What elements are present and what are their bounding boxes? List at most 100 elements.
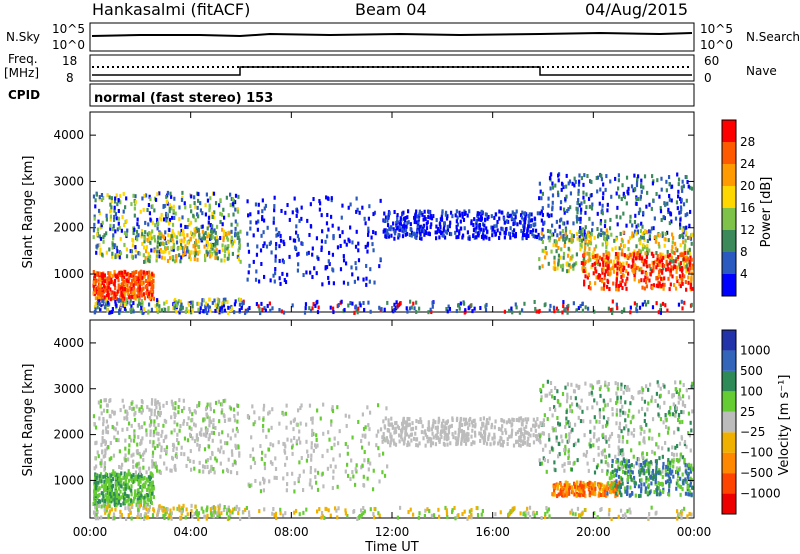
echo-cell <box>386 438 389 443</box>
echo-cell <box>462 433 465 438</box>
echo-cell <box>491 227 495 232</box>
echo-cell <box>95 475 98 480</box>
echo-cell <box>406 416 409 421</box>
echo-cell <box>602 256 605 261</box>
echo-cell <box>221 402 224 407</box>
echo-cell <box>274 267 277 272</box>
echo-cell <box>104 398 107 403</box>
echo-cell <box>584 234 588 239</box>
echo-cell <box>530 230 533 235</box>
echo-cell <box>633 173 636 178</box>
echo-cell <box>249 212 252 217</box>
echo-cell <box>102 196 105 201</box>
echo-cell <box>674 286 678 291</box>
echo-cell <box>564 307 567 312</box>
echo-cell <box>512 217 516 222</box>
freq-line <box>92 66 692 76</box>
echo-cell <box>390 422 393 427</box>
power-echoes <box>92 172 694 316</box>
echo-cell <box>139 484 142 489</box>
echo-cell <box>536 211 539 216</box>
echo-cell <box>199 430 202 435</box>
echo-cell <box>260 233 263 238</box>
echo-cell <box>131 307 134 312</box>
echo-cell <box>277 230 281 235</box>
echo-cell <box>136 303 139 308</box>
echo-cell <box>595 465 599 470</box>
echo-cell <box>567 460 570 465</box>
echo-cell <box>183 247 186 252</box>
echo-cell <box>537 424 540 429</box>
echo-cell <box>192 422 196 427</box>
echo-cell <box>430 222 433 227</box>
echo-cell <box>667 447 670 452</box>
echo-cell <box>630 431 633 436</box>
echo-cell <box>256 244 259 249</box>
echo-cell <box>605 228 609 233</box>
echo-cell <box>117 472 120 477</box>
echo-cell <box>568 179 572 184</box>
echo-cell <box>194 227 197 232</box>
echo-cell <box>130 492 133 497</box>
echo-cell <box>121 289 125 294</box>
echo-cell <box>101 430 104 435</box>
echo-cell <box>484 425 487 430</box>
echo-cell <box>95 192 99 197</box>
echo-cell <box>162 423 165 428</box>
echo-cell <box>458 229 461 234</box>
echo-cell <box>664 412 667 417</box>
echo-cell <box>150 401 154 406</box>
echo-cell <box>105 231 108 236</box>
echo-cell <box>111 309 114 314</box>
echo-cell <box>511 417 514 422</box>
echo-cell <box>125 232 129 237</box>
echo-cell <box>183 436 187 441</box>
echo-cell <box>567 207 570 212</box>
echo-cell <box>120 512 123 517</box>
echo-cell <box>292 427 295 432</box>
echo-cell <box>321 471 324 476</box>
echo-cell <box>136 222 139 227</box>
echo-cell <box>166 213 169 218</box>
echo-cell <box>484 212 487 217</box>
echo-cell <box>139 513 142 518</box>
echo-cell <box>644 302 648 307</box>
echo-cell <box>114 212 118 217</box>
echo-cell <box>408 417 411 422</box>
echo-cell <box>414 212 417 217</box>
echo-cell <box>147 293 151 298</box>
echo-cell <box>170 430 173 435</box>
echo-cell <box>204 304 207 309</box>
echo-cell <box>216 256 219 261</box>
echo-cell <box>668 197 671 202</box>
echo-cell <box>667 209 670 214</box>
echo-cell <box>118 225 121 230</box>
echo-cell <box>213 508 216 513</box>
echo-cell <box>142 253 145 258</box>
echo-cell <box>464 417 468 422</box>
echo-cell <box>117 493 121 498</box>
echo-cell <box>137 488 140 493</box>
echo-cell <box>170 468 173 473</box>
echo-cell <box>311 275 314 280</box>
echo-cell <box>368 204 371 209</box>
echo-cell <box>310 485 314 490</box>
echo-cell <box>216 241 219 246</box>
echo-cell <box>368 410 372 415</box>
echo-cell <box>164 419 168 424</box>
echo-cell <box>132 231 135 236</box>
echo-cell <box>609 217 612 222</box>
echo-cell <box>367 300 370 305</box>
echo-cell <box>364 433 367 438</box>
echo-cell <box>111 280 114 285</box>
echo-cell <box>113 501 116 506</box>
echo-cell <box>104 448 107 453</box>
echo-cell <box>541 227 544 232</box>
echo-cell <box>222 303 226 308</box>
echo-cell <box>366 405 369 410</box>
echo-cell <box>101 298 104 303</box>
echo-cell <box>292 418 295 423</box>
echo-cell <box>583 282 586 287</box>
echo-cell <box>211 215 214 220</box>
echo-cell <box>403 436 407 441</box>
